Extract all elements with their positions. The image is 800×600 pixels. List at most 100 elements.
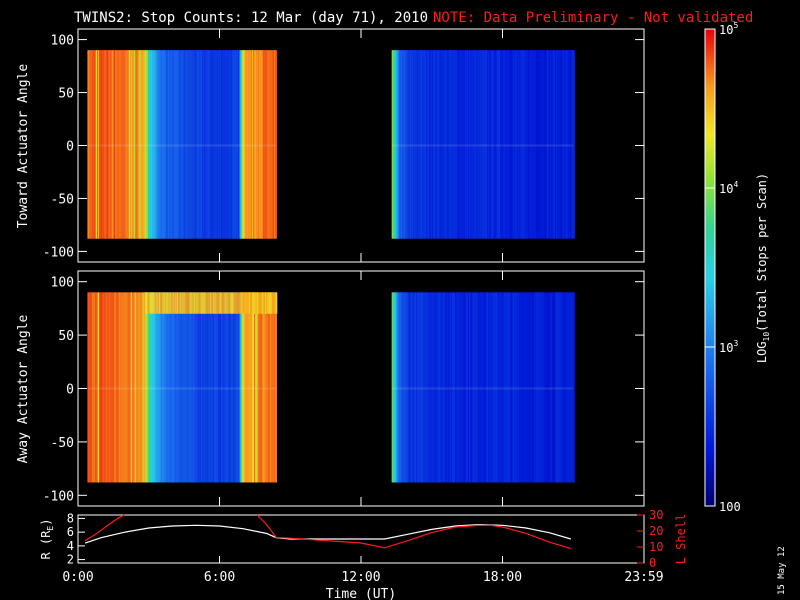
heatmap-column [140, 292, 143, 483]
heatmap-column [424, 50, 427, 239]
heatmap-column [212, 50, 215, 239]
high-angle-band [271, 292, 274, 314]
high-angle-band [246, 292, 249, 314]
heatmap-column [116, 292, 118, 483]
heatmap-column [404, 292, 407, 483]
heatmap-column [254, 50, 256, 239]
heatmap-column [145, 292, 148, 483]
heatmap-column [176, 292, 179, 483]
heatmap-column [108, 50, 111, 239]
heatmap-column [516, 50, 519, 239]
heatmap-column [431, 292, 434, 483]
heatmap-column [221, 50, 223, 239]
heatmap-column [460, 50, 463, 239]
heatmap-column [491, 292, 494, 483]
heatmap-column [191, 50, 194, 239]
high-angle-band [153, 292, 156, 314]
heatmap-column [207, 292, 210, 483]
heatmap-column [507, 292, 509, 483]
heatmap-column [224, 50, 226, 239]
heatmap-column [138, 292, 141, 483]
heatmap-column [274, 292, 276, 483]
heatmap-column [209, 50, 212, 239]
heatmap-column [503, 50, 505, 239]
heatmap-column [102, 50, 104, 239]
heatmap-column [463, 292, 466, 483]
heatmap-column [529, 50, 532, 239]
heatmap-column [421, 50, 424, 239]
high-angle-band [222, 292, 225, 314]
heatmap-column [111, 292, 114, 483]
high-angle-band [217, 292, 219, 314]
heatmap-column [177, 292, 180, 483]
heatmap-column [121, 292, 124, 483]
heatmap-column [124, 292, 127, 483]
colorbar-title: LOG10(Total Stops per Scan) [755, 173, 771, 363]
heatmap-column [560, 292, 563, 483]
heatmap-column [532, 292, 535, 483]
heatmap-column [497, 50, 500, 239]
heatmap-column [462, 292, 465, 483]
high-angle-band [225, 292, 228, 314]
heatmap-column [204, 292, 206, 483]
heatmap-column [448, 292, 451, 483]
heatmap-column [488, 292, 490, 483]
heatmap-column [440, 292, 443, 483]
heatmap-column [561, 50, 564, 239]
high-angle-band [249, 292, 251, 314]
heatmap-column [118, 292, 120, 483]
heatmap-column [514, 50, 517, 239]
heatmap-column [130, 50, 133, 239]
high-angle-band [232, 292, 234, 314]
high-angle-band [183, 292, 185, 314]
l-shell-line [256, 514, 385, 549]
heatmap-column [479, 292, 482, 483]
heatmap-column [437, 292, 439, 483]
heatmap-column [513, 292, 516, 483]
heatmap-column [259, 50, 262, 239]
heatmap-column [260, 50, 263, 239]
colorbar-tick-label: 100 [719, 500, 741, 514]
heatmap-column [475, 292, 478, 483]
heatmap-column [559, 50, 561, 239]
heatmap-column [560, 50, 563, 239]
heatmap-column [535, 292, 538, 483]
heatmap-column [454, 50, 456, 239]
heatmap-column [268, 292, 271, 483]
high-angle-band [255, 292, 258, 314]
high-angle-band [233, 292, 235, 314]
heatmap-column [400, 50, 402, 239]
heatmap-column [133, 292, 135, 483]
heatmap-column [101, 50, 103, 239]
heatmap-column [455, 292, 457, 483]
heatmap-column [158, 50, 161, 239]
heatmap-column [429, 50, 432, 239]
heatmap-column [256, 50, 258, 239]
heatmap-column [562, 50, 565, 239]
heatmap-column [408, 50, 411, 239]
heatmap-column [504, 50, 506, 239]
high-angle-band [186, 292, 189, 314]
heatmap-column [454, 292, 456, 483]
heatmap-column [250, 292, 253, 483]
heatmap-column [125, 50, 128, 239]
heatmap-column [229, 50, 232, 239]
heatmap-column [107, 50, 110, 239]
heatmap-column [561, 292, 564, 483]
heatmap-column [417, 50, 419, 239]
high-angle-band [265, 292, 267, 314]
heatmap-column [150, 50, 152, 239]
heatmap-column [243, 50, 246, 239]
heatmap-column [524, 292, 526, 483]
high-angle-band [213, 292, 215, 314]
heatmap-column [115, 292, 117, 483]
heatmap-column [419, 292, 421, 483]
heatmap-column [107, 292, 110, 483]
heatmap-column [542, 50, 545, 239]
heatmap-column [209, 292, 212, 483]
high-angle-band [241, 292, 244, 314]
heatmap-column [471, 50, 473, 239]
heatmap-column [428, 292, 431, 483]
heatmap-column [479, 50, 482, 239]
heatmap-column [260, 292, 263, 483]
